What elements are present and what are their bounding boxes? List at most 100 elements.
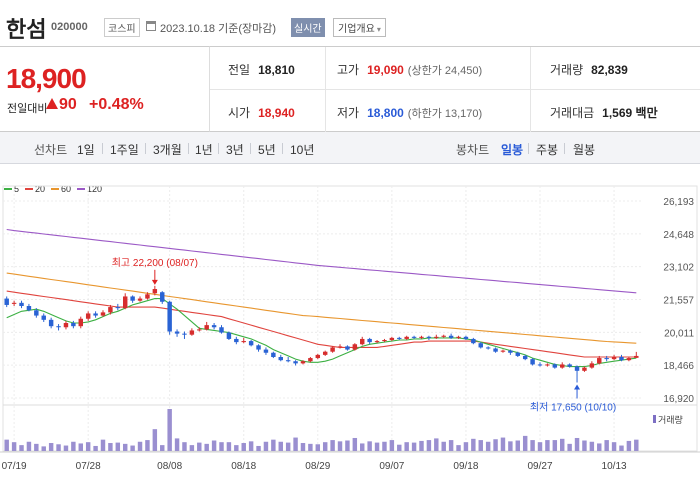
period-10y[interactable]: 10년 [290, 143, 315, 157]
volume-bar [122, 443, 128, 451]
corp-info-dropdown[interactable]: 기업개요 ▾ [333, 18, 386, 37]
volume-bar [545, 440, 550, 451]
volume-bar [389, 440, 395, 451]
volume-bar [352, 437, 358, 451]
realtime-button[interactable]: 실시간 [291, 18, 325, 37]
candle-body [63, 323, 69, 328]
volume-bar [263, 441, 269, 451]
candle-body [626, 358, 632, 361]
candle-body [219, 327, 224, 333]
period-1y[interactable]: 1년 [195, 143, 213, 157]
candle-body [100, 312, 106, 316]
volume-bar [48, 443, 54, 451]
volume-bar [167, 409, 172, 451]
period-5y[interactable]: 5년 [258, 143, 276, 157]
legend-ma20: 20 [25, 184, 45, 194]
candle-body [493, 348, 498, 352]
candle-body [411, 336, 417, 338]
candle-body [271, 352, 276, 357]
period-3y[interactable]: 3년 [226, 143, 244, 157]
period-1d[interactable]: 1일 [77, 143, 95, 157]
volume-bar [567, 443, 572, 451]
x-tick-label: 09/27 [527, 461, 552, 472]
volume-bar [330, 440, 335, 451]
stock-name: 한섬 [6, 17, 47, 42]
candle-body [574, 366, 580, 371]
stock-code: 020000 [51, 21, 88, 33]
candle-body [426, 336, 432, 338]
low-arrow-head [574, 384, 581, 390]
candle-body [552, 364, 558, 368]
candle-body [174, 331, 180, 334]
candle-body [56, 326, 61, 328]
toolbar-divider [528, 143, 529, 154]
candle-body [404, 336, 409, 339]
volume-bar [160, 445, 165, 451]
candle-body [226, 332, 232, 339]
x-tick-label: 08/29 [305, 461, 330, 472]
candle-body [11, 302, 17, 304]
volume-bar [145, 440, 150, 451]
candle-chart-label: 봉차트 [456, 143, 490, 157]
volume-bar [93, 445, 98, 451]
candle-body [530, 359, 535, 365]
x-tick-label: 07/28 [76, 461, 101, 472]
candle-body [567, 364, 572, 367]
volume-bar [552, 440, 558, 451]
volume-bar [271, 439, 276, 451]
volume-bar [293, 437, 298, 451]
candle-body [71, 323, 76, 327]
volume-bar [100, 439, 106, 451]
candle-body [485, 347, 491, 349]
volume-bar [441, 441, 446, 451]
candle-monthly[interactable]: 월봉 [573, 143, 596, 157]
period-3m[interactable]: 3개월 [153, 143, 182, 157]
up-arrow-icon [46, 98, 58, 109]
volume-bar [397, 444, 402, 451]
candle-daily[interactable]: 일봉 [501, 143, 524, 157]
candle-body [456, 336, 461, 338]
candle-weekly[interactable]: 주봉 [536, 143, 559, 157]
price-panel: 18,900 전일대비 90 +0.48% [0, 46, 210, 132]
stock-header: 한섬 020000 코스피 2023.10.18 기준(장마감) 실시간 기업개… [0, 0, 700, 46]
stats-panel: 전일 18,810 고가 19,090 (상한가 24,450) 거래량 82,839 … [210, 46, 700, 133]
candle-body [389, 337, 395, 341]
volume-bar [241, 443, 246, 451]
stats-row: 시가 18,940 저가 18,800 (하한가 13,170) 거래대금 1,569 … [210, 90, 700, 133]
candle-body [500, 350, 506, 352]
volume-bar [634, 439, 639, 451]
candle-body [463, 336, 469, 339]
volume-bar [478, 440, 483, 451]
candle-body [345, 346, 350, 350]
volume-bar [174, 438, 180, 451]
toolbar-divider [188, 143, 189, 154]
period-1w[interactable]: 1주일 [110, 143, 139, 157]
stats-divider [325, 47, 326, 133]
candle-body [308, 358, 313, 362]
stat-low: 저가 18,800 (하한가 13,170) [337, 106, 483, 120]
candle-body [330, 347, 335, 352]
volume-bar [500, 437, 506, 451]
candle-body [448, 335, 454, 338]
legend-ma120: 120 [77, 184, 102, 194]
candle-body [322, 351, 328, 355]
y-tick-label: 23,102 [663, 263, 694, 274]
candle-body [352, 344, 358, 350]
candle-body [522, 355, 528, 360]
legend-swatch [51, 188, 60, 190]
volume-bar [574, 437, 580, 451]
legend-ma5: 5 [4, 184, 19, 194]
candle-body [130, 296, 135, 301]
volume-bar [582, 440, 587, 451]
volume-bar [204, 443, 209, 451]
volume-bar [367, 441, 372, 451]
price-chart[interactable]: 26,193 24,648 23,102 21,557 20,011 18,466 16,9… [0, 164, 700, 490]
candle-body [419, 336, 424, 338]
candle-body [374, 341, 380, 343]
volume-bar [11, 442, 17, 451]
volume-bar [108, 443, 113, 451]
y-tick-label: 24,648 [663, 230, 694, 241]
ma20-line [6, 290, 637, 358]
volume-bar [537, 442, 543, 451]
candle-body [397, 337, 402, 339]
